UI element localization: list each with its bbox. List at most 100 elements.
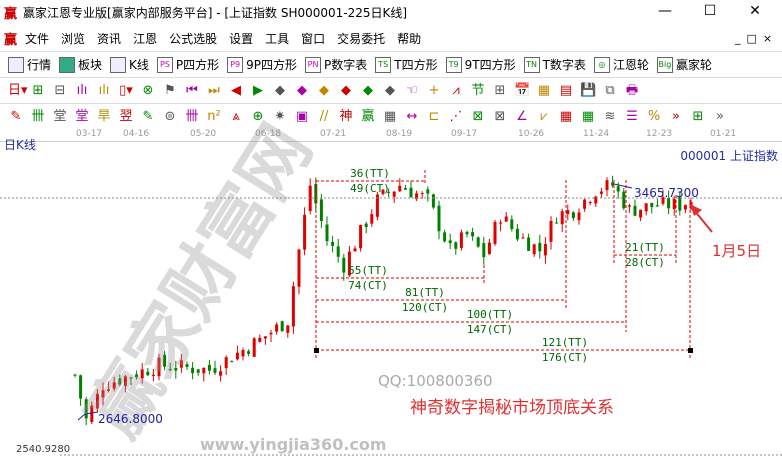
tool-icon[interactable]: ⊠: [494, 108, 506, 124]
tool-icon[interactable]: ✷: [274, 108, 286, 124]
tool-icon[interactable]: ılı: [76, 82, 88, 98]
tool-icon[interactable]: n²: [207, 108, 221, 124]
tool-icon[interactable]: ◆: [385, 82, 395, 98]
tool-icon[interactable]: 节: [471, 82, 485, 98]
toolbar-button[interactable]: T9 9T四方形: [445, 56, 516, 73]
tool-icon[interactable]: ✎: [142, 108, 154, 124]
tool-icon[interactable]: 🖶: [625, 82, 639, 98]
candle-body: [392, 191, 396, 197]
tool-icon[interactable]: ⊞: [692, 108, 704, 124]
tool-icon[interactable]: »: [672, 108, 680, 124]
tool-icon[interactable]: ⊕: [252, 108, 264, 124]
toolbar-button[interactable]: 板块: [59, 56, 102, 73]
tool-icon[interactable]: 堂: [75, 108, 89, 124]
drag-handle[interactable]: [314, 348, 319, 353]
tool-icon[interactable]: ⩓: [232, 108, 240, 124]
tool-icon[interactable]: ◀: [231, 82, 241, 98]
tool-icon[interactable]: 赢: [361, 108, 375, 124]
tool-icon[interactable]: ◆: [363, 82, 373, 98]
tool-icon[interactable]: ☰: [626, 108, 638, 124]
tool-icon[interactable]: ▦: [383, 108, 397, 124]
candle-body: [387, 191, 391, 193]
tool-icon[interactable]: ☜: [406, 82, 418, 98]
tool-icon[interactable]: ılı: [98, 82, 110, 98]
tool-icon[interactable]: //: [319, 108, 329, 124]
tool-icon[interactable]: 翌: [119, 108, 133, 124]
toolbar-button[interactable]: PN P数字表: [305, 56, 367, 73]
tool-icon[interactable]: ⧉: [605, 82, 615, 98]
menu-item[interactable]: 文件: [25, 31, 50, 46]
tool-icon[interactable]: ⊠: [472, 108, 484, 124]
candle-body: [431, 194, 435, 208]
menu-item[interactable]: 江恩: [133, 31, 158, 46]
menu-item[interactable]: 资讯: [97, 31, 122, 46]
tool-icon[interactable]: +: [428, 82, 440, 98]
toolbar-button[interactable]: P9 9P四方形: [227, 56, 297, 73]
tool-icon[interactable]: 旱: [97, 108, 111, 124]
tool-icon[interactable]: ◆: [341, 82, 351, 98]
mdi-restore[interactable]: □: [746, 31, 763, 45]
toolbar-icon: PS: [156, 56, 173, 73]
menu-item[interactable]: 交易委托: [337, 31, 386, 46]
minimize-button[interactable]: —: [658, 3, 672, 19]
drag-handle[interactable]: [688, 348, 693, 353]
tool-icon[interactable]: ⩘: [452, 82, 460, 98]
tool-icon[interactable]: ↔: [406, 108, 418, 124]
tool-icon[interactable]: ▤: [559, 82, 573, 98]
tool-icon[interactable]: ▯▾: [119, 82, 133, 98]
tool-icon[interactable]: ▦: [559, 108, 573, 124]
tool-icon[interactable]: ◆: [297, 82, 307, 98]
candle-body: [73, 374, 77, 376]
toolbar-button[interactable]: ◎ 江恩轮: [593, 56, 649, 73]
tool-icon[interactable]: 📅: [514, 82, 531, 98]
tool-icon[interactable]: ▦: [581, 108, 595, 124]
tool-icon[interactable]: ▣: [295, 108, 309, 124]
tool-icon[interactable]: ⊏: [428, 108, 440, 124]
tool-icon[interactable]: ◆: [275, 82, 285, 98]
tool-icon[interactable]: 日▾: [8, 82, 28, 98]
mdi-controls[interactable]: _□×: [735, 32, 778, 45]
tool-icon[interactable]: 💾: [580, 82, 597, 98]
tool-icon[interactable]: ⊞: [32, 82, 44, 98]
close-button[interactable]: ✕: [749, 3, 761, 19]
tool-icon[interactable]: ⚑: [164, 82, 176, 98]
toolbar-button[interactable]: 行情: [8, 56, 51, 73]
tool-icon[interactable]: ⊗: [142, 82, 154, 98]
tool-icon[interactable]: ▶: [253, 82, 263, 98]
maximize-button[interactable]: ☐: [703, 3, 717, 19]
tool-icon[interactable]: ⩗: [540, 108, 548, 124]
toolbar-button[interactable]: Big 赢家轮: [656, 56, 712, 73]
toolbar-button[interactable]: K线: [110, 56, 149, 73]
tool-icon[interactable]: 堂: [53, 108, 67, 124]
tool-icon[interactable]: ▦: [537, 82, 551, 98]
tool-icon[interactable]: ⋰: [449, 108, 463, 124]
menu-item[interactable]: 设置: [229, 31, 254, 46]
tool-icon[interactable]: 卌: [31, 108, 45, 124]
menu-item[interactable]: 浏览: [61, 31, 86, 46]
menu-item[interactable]: 帮助: [397, 31, 422, 46]
toolbar-button[interactable]: TS T四方形: [375, 56, 438, 73]
menu-item[interactable]: 公式选股: [169, 31, 218, 46]
tool-icon[interactable]: ∠: [516, 108, 528, 124]
tool-icon[interactable]: 卌: [185, 108, 199, 124]
tool-icon[interactable]: ✎: [10, 108, 22, 124]
tool-icon[interactable]: ⊞: [494, 82, 506, 98]
candle-body: [163, 354, 167, 367]
menu-item[interactable]: 窗口: [301, 31, 326, 46]
toolbar-button[interactable]: PS P四方形: [156, 56, 219, 73]
tool-icon[interactable]: ⊟: [54, 82, 66, 98]
tool-icon[interactable]: ⏮: [186, 82, 198, 98]
tool-icon[interactable]: »: [716, 108, 724, 124]
tool-icon[interactable]: ◆: [319, 82, 329, 98]
tool-icon[interactable]: ⊜: [164, 108, 176, 124]
tool-icon[interactable]: 神: [339, 108, 353, 124]
mdi-minimize[interactable]: _: [735, 31, 747, 45]
tool-icon[interactable]: ≋: [604, 108, 616, 124]
candle-body: [157, 357, 161, 377]
tool-icon[interactable]: %: [647, 108, 661, 124]
toolbar-button[interactable]: TN T数字表: [523, 56, 586, 73]
menu-item[interactable]: 工具: [265, 31, 290, 46]
mdi-close[interactable]: ×: [762, 31, 779, 45]
tool-icon[interactable]: ⏭: [208, 82, 220, 98]
